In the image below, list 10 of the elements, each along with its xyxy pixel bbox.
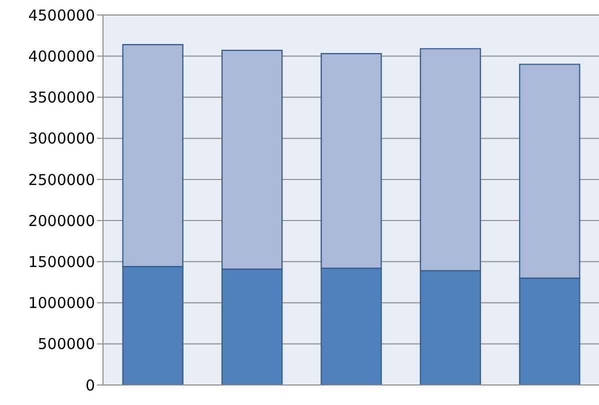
y-tick-label: 2000000 — [28, 212, 95, 230]
y-tick-label: 4500000 — [28, 6, 95, 24]
y-tick-label: 3500000 — [28, 88, 95, 107]
y-tick-label: 1000000 — [28, 294, 95, 312]
y-tick-label: 1500000 — [28, 252, 95, 271]
y-tick-label: 2500000 — [28, 170, 95, 189]
y-tick-label: 4000000 — [28, 47, 95, 66]
y-tick-label: 3000000 — [28, 130, 95, 148]
y-tick-label: 0 — [85, 376, 95, 394]
y-tick-label: 500000 — [38, 335, 95, 354]
